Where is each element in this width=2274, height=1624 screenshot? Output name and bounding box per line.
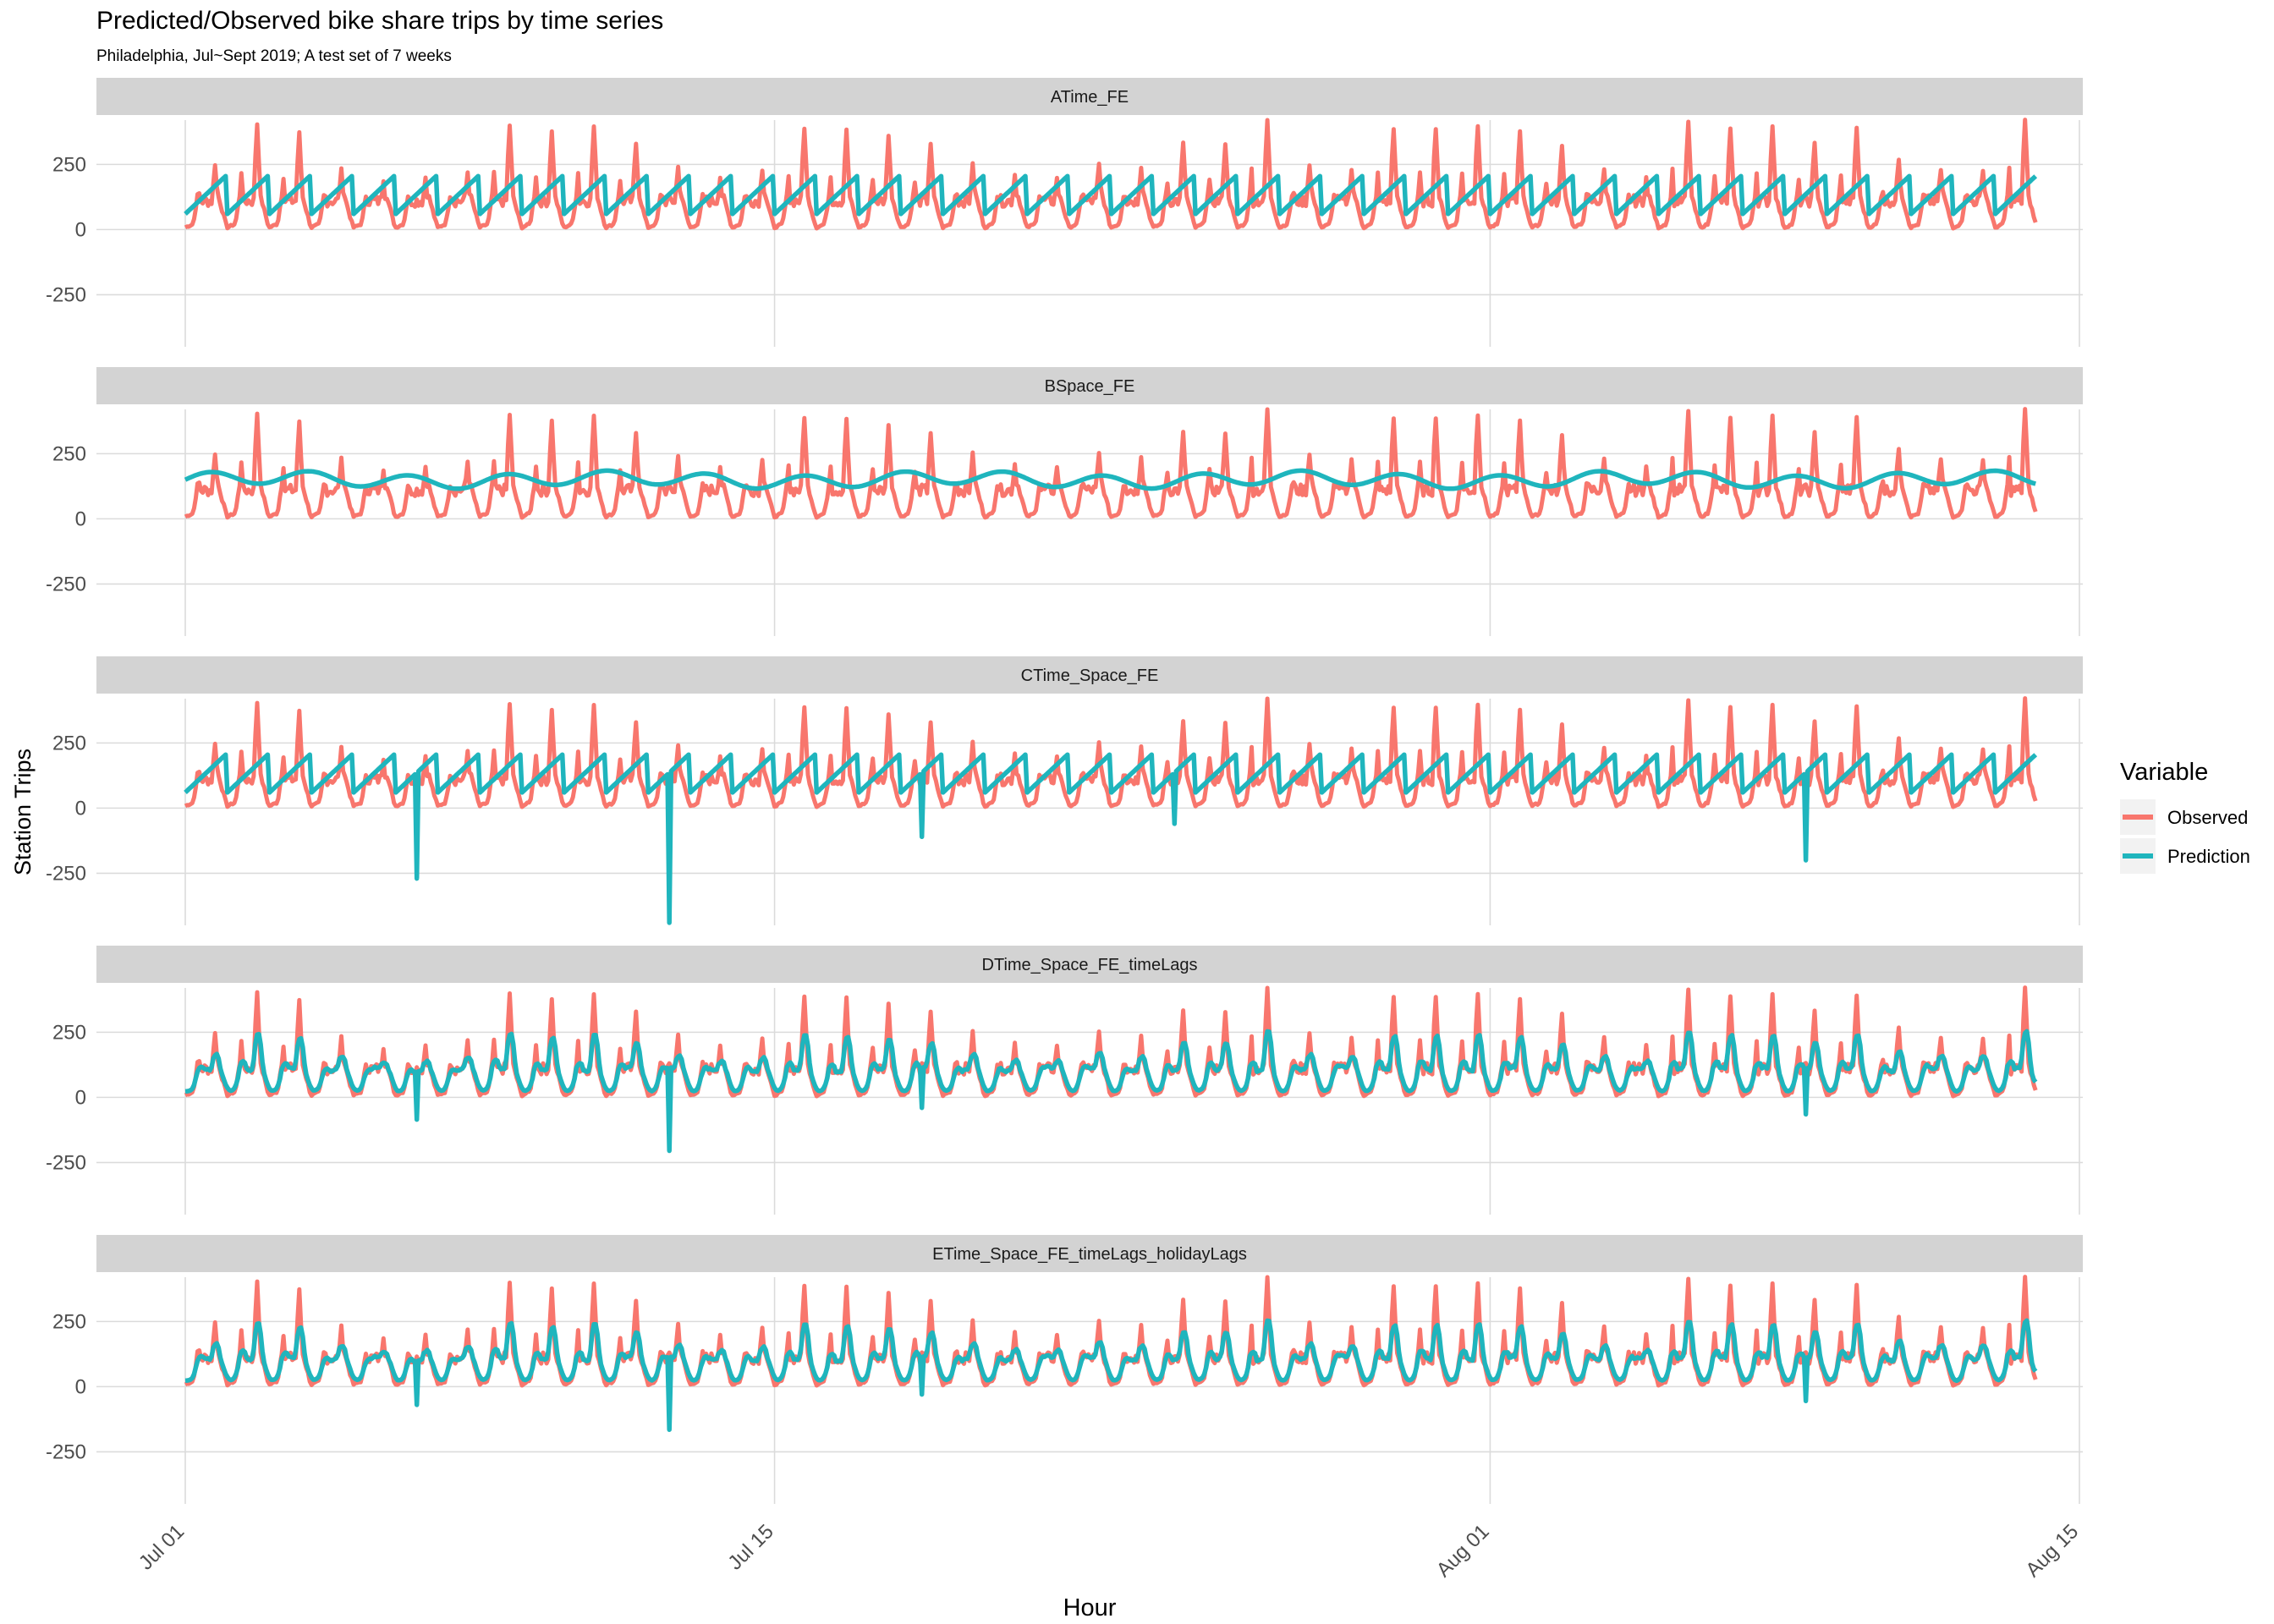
x-tick-label: Aug 15: [2021, 1520, 2083, 1582]
y-tick-label: 0: [75, 508, 86, 530]
facet-panel: BSpace_FE 250 0 -250: [46, 367, 2083, 636]
facet-panel: ATime_FE 250 0 -250: [46, 78, 2083, 347]
y-tick-label: 0: [75, 797, 86, 820]
facet-label: BSpace_FE: [1045, 377, 1135, 396]
observed-line: [184, 696, 2038, 809]
chart-subtitle: Philadelphia, Jul~Sept 2019; A test set …: [96, 47, 452, 65]
y-tick-label: 250: [52, 442, 86, 465]
y-tick-label: -250: [46, 862, 86, 885]
facet-panel: CTime_Space_FE 250 0 -250: [46, 656, 2083, 925]
facet-label: DTime_Space_FE_timeLags: [982, 956, 1198, 974]
y-tick-label: 250: [52, 1310, 86, 1333]
chart-title: Predicted/Observed bike share trips by t…: [96, 7, 664, 35]
y-tick-label: 250: [52, 732, 86, 754]
x-tick-label: Aug 01: [1432, 1520, 1494, 1582]
y-tick-label: -250: [46, 1151, 86, 1174]
legend-label: Prediction: [2167, 846, 2250, 867]
facet-strip: [96, 656, 2083, 694]
y-tick-label: 250: [52, 1021, 86, 1044]
y-axis-title: Station Trips: [10, 749, 36, 875]
facet-label: ATime_FE: [1051, 88, 1129, 107]
y-tick-label: -250: [46, 283, 86, 306]
y-tick-label: 0: [75, 1375, 86, 1398]
x-tick-label: Jul 15: [723, 1520, 777, 1574]
observed-line: [184, 985, 2038, 1099]
prediction-line: [184, 752, 2038, 925]
facet-strip: [96, 1235, 2083, 1272]
y-tick-label: 250: [52, 153, 86, 176]
facet-panel: DTime_Space_FE_timeLags 250 0 -250: [46, 946, 2083, 1215]
legend-label: Observed: [2167, 807, 2248, 828]
facet-strip: [96, 367, 2083, 404]
prediction-line: [184, 1029, 2038, 1154]
observed-line: [184, 118, 2038, 231]
observed-line: [184, 407, 2038, 520]
y-tick-label: -250: [46, 1440, 86, 1463]
prediction-line: [184, 1318, 2038, 1432]
facet-strip: [96, 946, 2083, 983]
facet-label: ETime_Space_FE_timeLags_holidayLags: [932, 1245, 1247, 1264]
observed-line: [184, 1275, 2038, 1388]
facet-panel: ETime_Space_FE_timeLags_holidayLags 250 0 -…: [46, 1235, 2083, 1504]
prediction-line: [184, 173, 2038, 217]
y-tick-label: 0: [75, 1086, 86, 1109]
facet-label: CTime_Space_FE: [1021, 667, 1159, 685]
legend: Variable Observed Prediction: [2120, 759, 2250, 874]
facet-strip: [96, 78, 2083, 115]
x-axis-title: Hour: [1063, 1594, 1117, 1621]
y-tick-label: 0: [75, 218, 86, 241]
legend-title: Variable: [2120, 759, 2208, 786]
prediction-line: [184, 468, 2036, 491]
x-tick-label: Jul 01: [135, 1520, 189, 1574]
y-tick-label: -250: [46, 573, 86, 595]
